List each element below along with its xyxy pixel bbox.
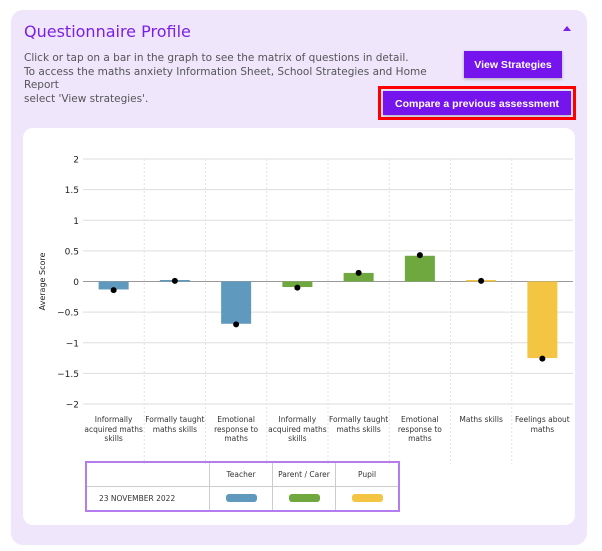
legend-header: Pupil [335, 461, 400, 487]
y-tick-label: 0 [73, 278, 79, 288]
marker-dot [539, 355, 546, 362]
y-tick-label: 1 [73, 217, 79, 227]
marker-dot [294, 284, 301, 291]
legend-date: 23 NOVEMBER 2022 [85, 486, 210, 512]
view-strategies-button[interactable]: View Strategies [464, 51, 562, 78]
y-tick-label: 0.5 [65, 247, 79, 257]
bar[interactable] [343, 272, 374, 282]
marker-dot [478, 277, 485, 284]
pupil-swatch[interactable] [351, 493, 383, 502]
description: Click or tap on a bar in the graph to se… [24, 52, 444, 106]
compare-previous-assessment-button[interactable]: Compare a previous assessment [383, 91, 571, 115]
bar[interactable] [282, 281, 313, 288]
highlight-box [378, 86, 576, 120]
y-tick-label: −1.5 [57, 370, 79, 380]
legend-header: Teacher [209, 461, 273, 487]
y-tick-label: −1 [66, 339, 79, 349]
bar[interactable] [221, 281, 252, 324]
y-tick-label: 2 [73, 156, 79, 166]
x-tick-label: Informally acquired maths skills [268, 415, 327, 443]
marker-dot [171, 277, 178, 284]
x-tick-label: Emotional response to maths [397, 415, 442, 443]
parent-swatch[interactable] [288, 493, 320, 502]
description-line: select 'View strategies'. [24, 92, 149, 105]
chart-card [23, 128, 575, 525]
x-tick-label: Emotional response to maths [214, 415, 259, 443]
caret-up-icon[interactable] [563, 26, 571, 31]
y-tick-label: 1.5 [65, 186, 79, 196]
y-axis-label: Average Score [38, 253, 47, 311]
bar[interactable] [404, 255, 435, 282]
x-tick-label: Informally acquired maths skills [84, 415, 143, 443]
y-tick-label: −0.5 [57, 309, 79, 319]
x-tick-label: Feelings about maths [515, 415, 570, 434]
x-tick-label: Maths skills [459, 415, 503, 424]
teacher-swatch[interactable] [225, 493, 257, 502]
bar[interactable] [98, 281, 129, 290]
legend-table: Teacher Parent / Carer Pupil 23 NOVEMBER… [85, 461, 400, 512]
y-tick-label: −2 [66, 401, 79, 411]
description-line: To access the maths anxiety Information … [24, 65, 427, 92]
panel-title: Questionnaire Profile [24, 22, 191, 41]
x-tick-label: Formally taught maths skills [329, 415, 389, 434]
marker-dot [110, 287, 117, 294]
marker-dot [233, 321, 240, 328]
bar[interactable] [527, 281, 558, 359]
x-tick-label: Formally taught maths skills [145, 415, 205, 434]
description-line: Click or tap on a bar in the graph to se… [24, 52, 409, 64]
marker-dot [416, 252, 423, 259]
legend-header: Parent / Carer [272, 461, 336, 487]
marker-dot [355, 269, 362, 276]
legend-corner [85, 461, 210, 487]
